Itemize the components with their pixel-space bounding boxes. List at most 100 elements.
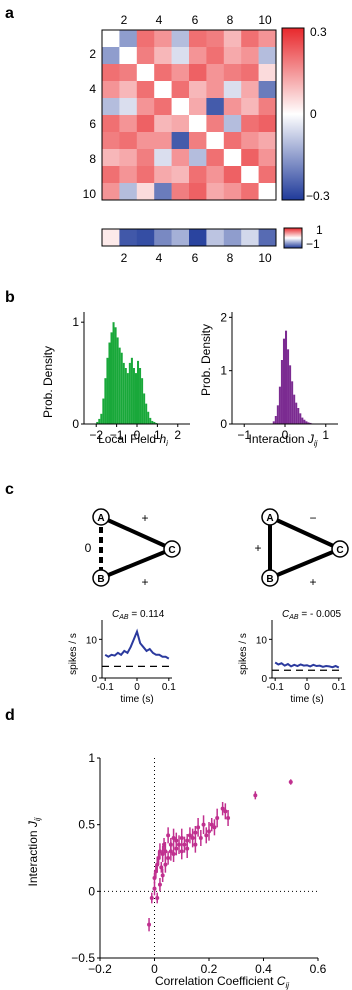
psth-right-xlabel: time (s)	[290, 694, 323, 705]
data-point	[174, 838, 179, 843]
scatter-ylabel: Interaction Jij	[26, 817, 42, 886]
x-tick-label: 0	[304, 682, 310, 693]
psth-left-xlabel: time (s)	[120, 694, 153, 705]
hist-bar	[98, 418, 101, 424]
matrix-cell-9-8	[223, 166, 242, 184]
data-point	[198, 836, 203, 840]
data-point	[163, 862, 168, 867]
hist-bar	[122, 362, 125, 424]
edge-ac-left	[100, 515, 173, 551]
vector-cell-9	[241, 229, 259, 246]
data-point	[209, 822, 214, 827]
x-tick-label: −1	[110, 428, 124, 442]
data-point	[193, 830, 198, 835]
x-tick-label: -0.1	[267, 682, 285, 693]
y-tick-label: 1	[72, 315, 79, 329]
node-b-left	[92, 569, 110, 587]
vector-cell-6	[189, 229, 207, 246]
vector-tick-2: 2	[121, 251, 128, 265]
panel-c-label: c	[5, 481, 14, 498]
matrix-cell-3-6	[189, 64, 207, 82]
hist-bar	[280, 360, 283, 424]
matrix-cell-4-1	[102, 81, 120, 99]
data-point	[226, 816, 231, 820]
x-tick-label: 0	[134, 682, 140, 693]
matrix-cell-9-2	[119, 166, 138, 184]
data-point	[187, 833, 192, 838]
hist-bar	[147, 411, 150, 424]
matrix-cell-9-5	[171, 166, 190, 184]
matrix-cell-5-8	[223, 98, 242, 116]
data-point	[160, 873, 165, 878]
matrix-cell-1-4	[154, 30, 172, 48]
node-a-left	[92, 508, 110, 526]
matrix-cell-5-4	[154, 98, 172, 116]
data-point	[190, 836, 195, 840]
small-colorbar-tick-min: −1	[306, 237, 320, 251]
data-point	[215, 816, 220, 820]
matrix-cell-10-7	[206, 183, 225, 201]
y-tick-label: 0	[91, 674, 97, 685]
edge-bc-left	[100, 547, 173, 580]
matrix-cell-1-2	[119, 30, 138, 48]
matrix-cell-6-8	[223, 115, 242, 133]
x-tick-label: 1	[322, 428, 329, 442]
node-a-right	[261, 508, 279, 526]
x-tick-label: 0.1	[332, 682, 346, 693]
y-tick-label: 0.5	[78, 818, 95, 832]
interaction-histogram: −1 0 1 2 1 0	[220, 310, 338, 442]
vector-cell-3	[136, 229, 155, 246]
matrix-cell-9-3	[136, 166, 155, 184]
hist-bar	[282, 338, 285, 424]
data-point	[157, 882, 162, 887]
matrix-cell-9-9	[241, 166, 259, 184]
hist-bar	[293, 394, 296, 424]
hist-bar	[309, 422, 312, 424]
matrix-cell-6-5	[171, 115, 190, 133]
x-tick-label: 2	[174, 428, 181, 442]
matrix-cell-10-4	[154, 183, 172, 201]
matrix-cell-4-6	[189, 81, 207, 99]
col-tick-10: 10	[258, 13, 272, 27]
matrix-cell-2-8	[223, 47, 242, 65]
data-point	[168, 842, 173, 847]
matrix-cell-5-3	[136, 98, 155, 116]
psth-left-ylabel: spikes / s	[68, 633, 79, 675]
data-point	[207, 829, 211, 834]
x-tick-label: 0.1	[162, 682, 176, 693]
edge-bc-right	[269, 547, 341, 580]
matrix-cell-8-8	[223, 149, 242, 167]
matrix-cell-2-2	[119, 47, 138, 65]
data-point	[147, 922, 152, 927]
vector-cell-10	[258, 229, 277, 246]
matrix-cell-1-7	[206, 30, 225, 48]
hist-left-xlabel: Local Field hi	[98, 432, 168, 448]
matrix-cell-2-10	[258, 47, 277, 65]
vector-cell-1	[102, 229, 120, 246]
y-tick-label: 0	[220, 417, 227, 431]
matrix-cell-6-4	[154, 115, 172, 133]
hist-bar	[303, 419, 306, 424]
matrix-cell-9-10	[258, 166, 277, 184]
data-point	[223, 809, 228, 814]
hist-bar	[291, 381, 294, 424]
matrix-cell-8-7	[206, 149, 225, 167]
field-vector	[101, 228, 277, 247]
main-colorbar	[281, 27, 305, 201]
data-point	[220, 806, 225, 811]
y-tick-label: 0	[88, 884, 95, 898]
sign-bc-left: +	[141, 575, 148, 589]
matrix-cell-3-1	[102, 64, 120, 82]
hist-bar	[153, 421, 156, 424]
node-c-left-label: C	[168, 545, 175, 556]
correlation-interaction-scatter: −0.2 0 0.2 0.4 0.6 1 0.5 0 −0.5	[71, 751, 326, 976]
row-tick-2: 2	[89, 47, 96, 61]
data-point	[288, 780, 293, 784]
vector-cell-7	[206, 229, 225, 246]
matrix-cell-6-2	[119, 115, 138, 133]
matrix-cell-7-8	[223, 132, 242, 150]
hist-bar	[106, 357, 109, 424]
matrix-cell-9-6	[189, 166, 207, 184]
matrix-cell-8-3	[136, 149, 155, 167]
